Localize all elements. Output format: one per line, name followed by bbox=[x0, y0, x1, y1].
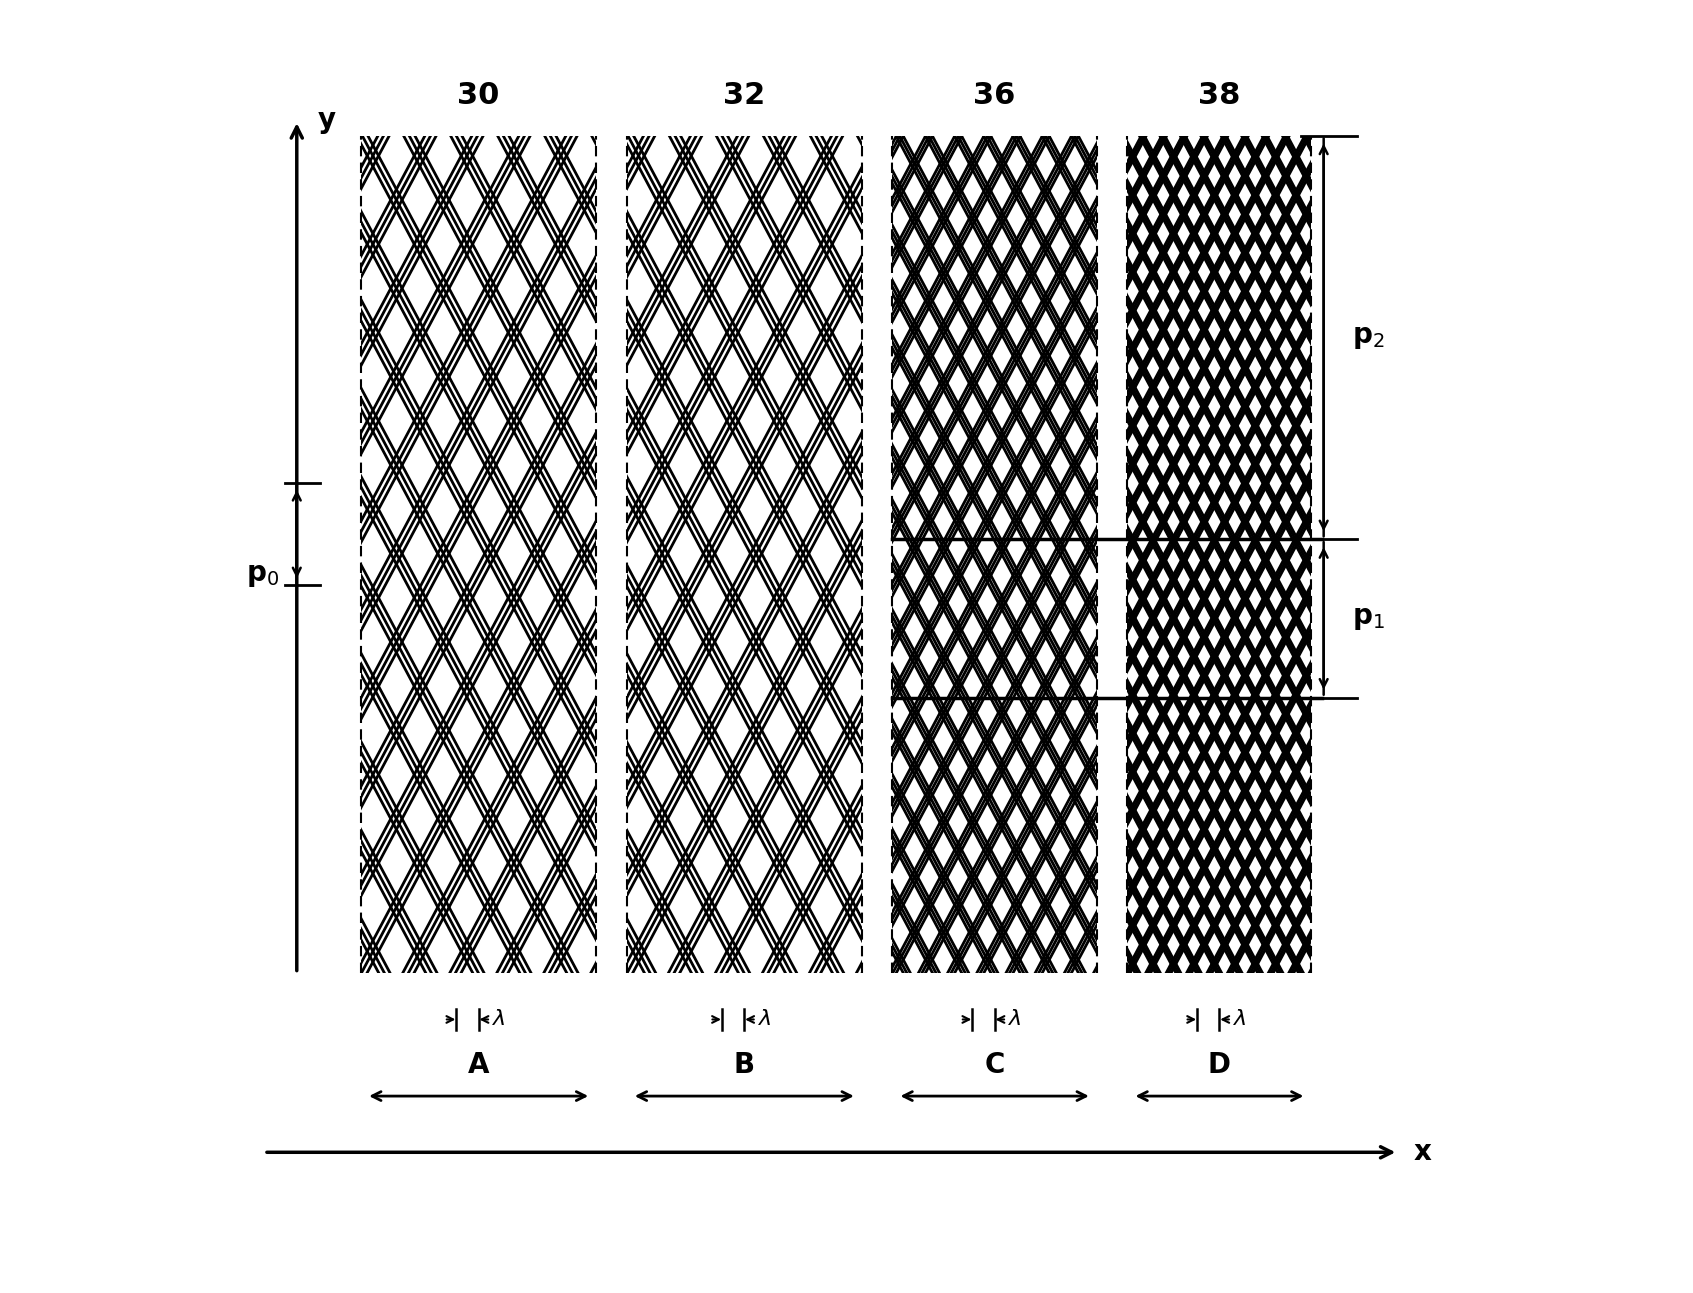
Text: D: D bbox=[1207, 1051, 1231, 1080]
Text: $\lambda$: $\lambda$ bbox=[1007, 1010, 1023, 1029]
Text: 32: 32 bbox=[723, 81, 765, 110]
Text: $\lambda$: $\lambda$ bbox=[493, 1010, 506, 1029]
Text: B: B bbox=[733, 1051, 755, 1080]
Text: 30: 30 bbox=[457, 81, 499, 110]
Text: p$_1$: p$_1$ bbox=[1353, 604, 1385, 632]
Text: 38: 38 bbox=[1199, 81, 1241, 110]
Text: C: C bbox=[984, 1051, 1006, 1080]
Text: $\lambda$: $\lambda$ bbox=[757, 1010, 772, 1029]
Text: p$_2$: p$_2$ bbox=[1353, 323, 1385, 352]
Text: 36: 36 bbox=[973, 81, 1016, 110]
Text: p$_0$: p$_0$ bbox=[245, 561, 279, 590]
Text: A: A bbox=[467, 1051, 489, 1080]
Text: x: x bbox=[1414, 1138, 1432, 1166]
Text: $\lambda$: $\lambda$ bbox=[1233, 1010, 1246, 1029]
Text: y: y bbox=[317, 106, 335, 134]
